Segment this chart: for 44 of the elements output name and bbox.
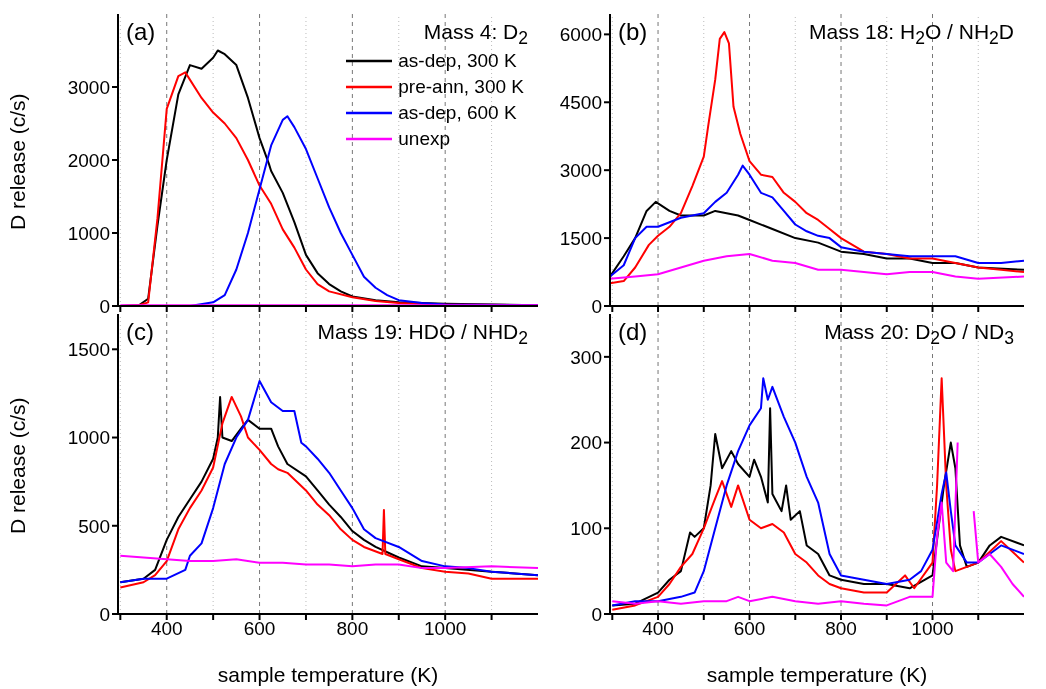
legend-label: pre-ann, 300 K bbox=[398, 75, 524, 99]
y-tick-label: 300 bbox=[570, 346, 602, 368]
y-tick-label: 0 bbox=[99, 603, 110, 625]
y-tick-label: 4500 bbox=[559, 92, 602, 114]
line-series bbox=[610, 252, 1024, 280]
annotation: (d) bbox=[618, 318, 648, 346]
y-tick-label: 1000 bbox=[67, 427, 110, 449]
x-tick-label: 600 bbox=[243, 618, 276, 640]
y-tick-label: 3000 bbox=[559, 159, 602, 181]
y-tick-label: 500 bbox=[78, 515, 110, 537]
y-tick-label: 200 bbox=[570, 432, 602, 454]
y-tick-label: 0 bbox=[591, 295, 602, 317]
x-tick-label: 400 bbox=[150, 618, 183, 640]
y-tick-label: 6000 bbox=[559, 24, 602, 46]
annotation: Mass 20: D$_{2}$O / ND$_{3}$ bbox=[824, 320, 1014, 350]
y-tick-label: 3000 bbox=[67, 76, 110, 98]
y-tick-label: 2000 bbox=[67, 149, 110, 171]
y-tick-label: 0 bbox=[591, 603, 602, 625]
y-tick-label: 1000 bbox=[67, 222, 110, 244]
y-tick-label: 1500 bbox=[67, 339, 110, 361]
legend-label: as-dep, 300 K bbox=[398, 49, 517, 73]
legend-label: as-dep, 600 K bbox=[398, 101, 517, 125]
y-tick-label: 100 bbox=[570, 518, 602, 540]
y-axis-title: D release (c/s) bbox=[6, 93, 30, 230]
y-tick-label: 0 bbox=[99, 295, 110, 317]
x-tick-label: 1000 bbox=[424, 618, 467, 640]
line-series bbox=[610, 164, 1024, 278]
y-tick-label: 1500 bbox=[559, 227, 602, 249]
x-tick-label: 800 bbox=[336, 618, 369, 640]
y-axis-title: D release (c/s) bbox=[6, 397, 30, 534]
x-axis-title: sample temperature (K) bbox=[217, 663, 439, 686]
annotation: (c) bbox=[126, 318, 154, 346]
x-tick-label: 600 bbox=[733, 618, 766, 640]
x-tick-label: 400 bbox=[642, 618, 674, 640]
line-series bbox=[119, 554, 538, 570]
annotation: (b) bbox=[618, 18, 648, 46]
annotation: Mass 4: D$_{2}$ bbox=[423, 20, 528, 50]
x-axis-title: sample temperature (K) bbox=[706, 663, 928, 686]
legend-label: unexp bbox=[398, 127, 451, 151]
x-tick-label: 1000 bbox=[911, 618, 954, 640]
annotation: (a) bbox=[126, 18, 156, 46]
annotation: Mass 19: HDO / NHD$_{2}$ bbox=[317, 320, 528, 350]
x-tick-label: 800 bbox=[825, 618, 857, 640]
annotation: Mass 18: H$_{2}$O / NH$_{2}$D bbox=[808, 20, 1014, 50]
